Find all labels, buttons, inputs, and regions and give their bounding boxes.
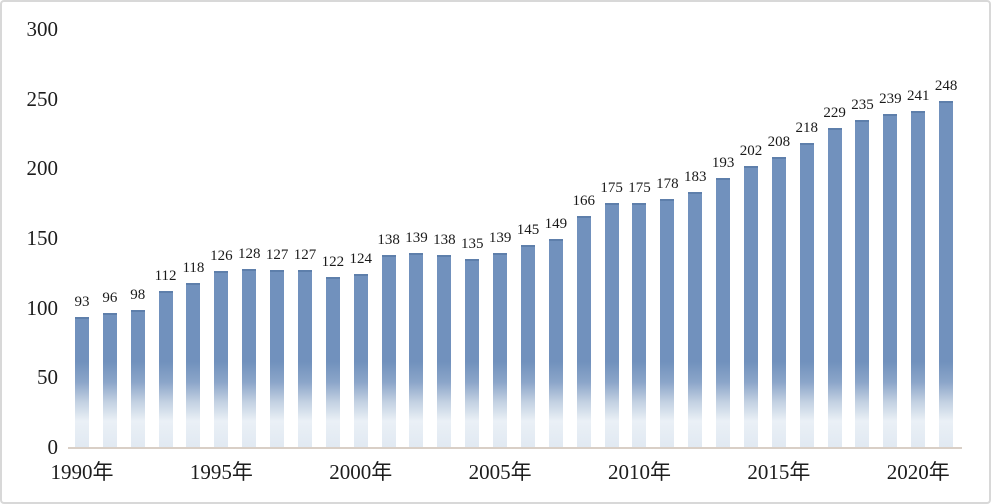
- bar: [939, 101, 954, 447]
- bar: [297, 270, 312, 447]
- x-axis-tick-label: 2000年: [329, 460, 393, 484]
- y-axis-tick-label: 200: [26, 156, 59, 181]
- bar: [186, 282, 201, 447]
- bar: [381, 254, 396, 447]
- bar: [158, 290, 173, 447]
- bar: [827, 127, 842, 447]
- y-axis-tick-label: 150: [26, 226, 59, 250]
- bar-value-label: 118: [182, 259, 205, 276]
- y-axis-tick-label: 250: [26, 86, 59, 111]
- bar-value-label: 128: [237, 245, 261, 262]
- bar-value-label: 138: [377, 231, 400, 248]
- bar: [632, 203, 647, 447]
- bar: [493, 253, 508, 447]
- bar-value-label: 175: [600, 180, 623, 197]
- bar-value-label: 126: [210, 248, 233, 265]
- bar-value-label: 138: [433, 231, 456, 248]
- bar: [242, 268, 257, 447]
- bar-value-label: 248: [934, 78, 958, 95]
- bar: [799, 143, 814, 447]
- bar: [325, 277, 340, 447]
- bar: [716, 178, 731, 447]
- bar: [911, 111, 926, 447]
- x-axis-tick-label: 2015年: [747, 460, 811, 484]
- bar-value-label: 239: [879, 91, 902, 107]
- bar-value-label: 193: [711, 155, 735, 172]
- bar: [214, 271, 229, 447]
- bar-value-label: 145: [516, 221, 540, 238]
- bar-value-label: 235: [851, 96, 874, 113]
- bar-value-label: 175: [628, 180, 651, 197]
- bar-value-label: 122: [321, 254, 345, 271]
- bar: [604, 203, 619, 447]
- bar: [353, 274, 368, 447]
- bar-value-label: 124: [349, 251, 372, 268]
- bar-value-label: 229: [823, 104, 846, 121]
- bar: [102, 313, 117, 447]
- bar: [771, 157, 786, 447]
- bar: [576, 215, 591, 447]
- bar-value-label: 166: [572, 192, 595, 209]
- bar: [270, 270, 285, 447]
- bar-value-label: 241: [906, 88, 930, 105]
- bar-value-label: 218: [795, 120, 818, 137]
- bar-value-label: 178: [656, 176, 679, 192]
- bar-value-label: 96: [102, 290, 118, 307]
- bar: [660, 199, 675, 447]
- bar: [743, 165, 758, 447]
- y-axis-tick-label: 300: [26, 17, 59, 41]
- x-axis-tick-label: 2010年: [607, 460, 671, 484]
- bar: [437, 254, 452, 447]
- bar-value-label: 93: [74, 294, 90, 311]
- y-axis-tick-label: 100: [26, 295, 59, 320]
- plot-area: 93 96 98 112 118 126 128 127 127 122 124 138 139 138 1…: [68, 29, 960, 447]
- bar: [74, 317, 89, 447]
- bar-value-label: 139: [405, 230, 428, 247]
- x-axis-tick-label: 2005年: [468, 460, 532, 484]
- bar-value-label: 183: [683, 169, 707, 186]
- bar: [465, 258, 480, 447]
- x-axis-tick-label: 1990年: [50, 460, 114, 484]
- bar-value-label: 112: [154, 267, 177, 284]
- bar: [883, 114, 898, 447]
- x-axis-tick-label: 1995年: [189, 460, 253, 484]
- x-axis-tick-label: 2020年: [886, 460, 950, 484]
- bar-value-label: 202: [739, 142, 763, 159]
- y-axis-tick-label: 0: [47, 435, 59, 459]
- bar-value-label: 127: [293, 247, 317, 264]
- bar-value-label: 149: [544, 216, 568, 233]
- bar-value-label: 208: [767, 134, 791, 151]
- bar: [688, 192, 703, 447]
- bar: [130, 310, 145, 447]
- bar-value-label: 127: [265, 247, 289, 264]
- bar-value-label: 135: [460, 235, 484, 252]
- bar-value-label: 139: [488, 230, 512, 247]
- x-axis-line: [68, 447, 962, 449]
- bar: [548, 239, 563, 447]
- bar: [855, 119, 870, 447]
- y-axis-tick-label: 50: [37, 365, 58, 390]
- bar-value-label: 98: [130, 287, 146, 304]
- bar: [409, 253, 424, 447]
- bar: [520, 244, 535, 447]
